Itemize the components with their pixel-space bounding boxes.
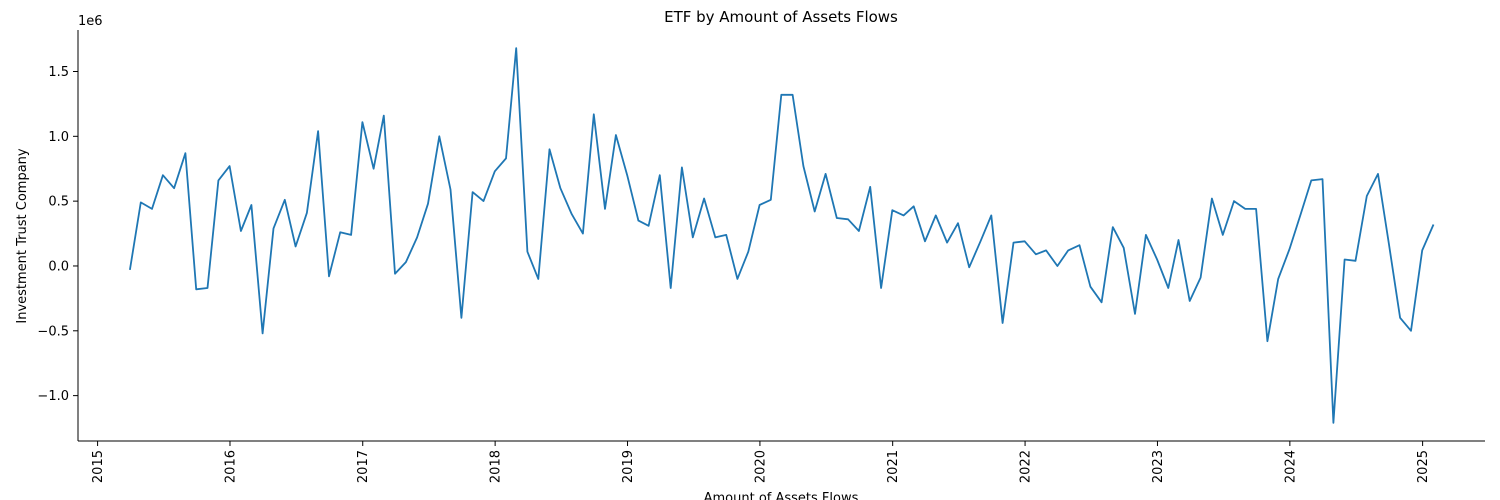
- x-tick-label: 2024: [1283, 450, 1298, 483]
- x-tick-label: 2017: [356, 450, 371, 483]
- x-tick-label: 2019: [621, 450, 636, 483]
- x-axis-ticks: 2015 2016 2017 2018 2019 2020 2021 2022 2023 2024…: [91, 441, 1431, 483]
- x-tick-label: 2020: [753, 450, 768, 483]
- x-tick-label: 2015: [91, 450, 106, 483]
- y-tick-label: −0.5: [37, 324, 69, 339]
- chart-title: ETF by Amount of Assets Flows: [664, 8, 898, 26]
- y-tick-label: 0.0: [48, 259, 69, 274]
- y-axis-offset-label: 1e6: [78, 14, 103, 29]
- x-tick-label: 2025: [1416, 450, 1431, 483]
- y-axis-label: Investment Trust Company: [15, 148, 30, 324]
- x-tick-label: 2021: [886, 450, 901, 483]
- y-axis-ticks: −1.0 −0.5 0.0 0.5 1.0 1.5: [37, 65, 78, 404]
- y-tick-label: −1.0: [37, 389, 69, 404]
- x-tick-label: 2022: [1019, 450, 1034, 483]
- x-tick-label: 2018: [489, 450, 504, 483]
- x-axis-label: Amount of Assets Flows: [704, 491, 859, 500]
- y-tick-label: 1.0: [48, 130, 69, 145]
- y-tick-label: 1.5: [48, 65, 69, 80]
- x-tick-label: 2023: [1151, 450, 1166, 483]
- series-line: [129, 47, 1435, 424]
- y-tick-label: 0.5: [48, 195, 69, 210]
- x-tick-label: 2016: [223, 450, 238, 483]
